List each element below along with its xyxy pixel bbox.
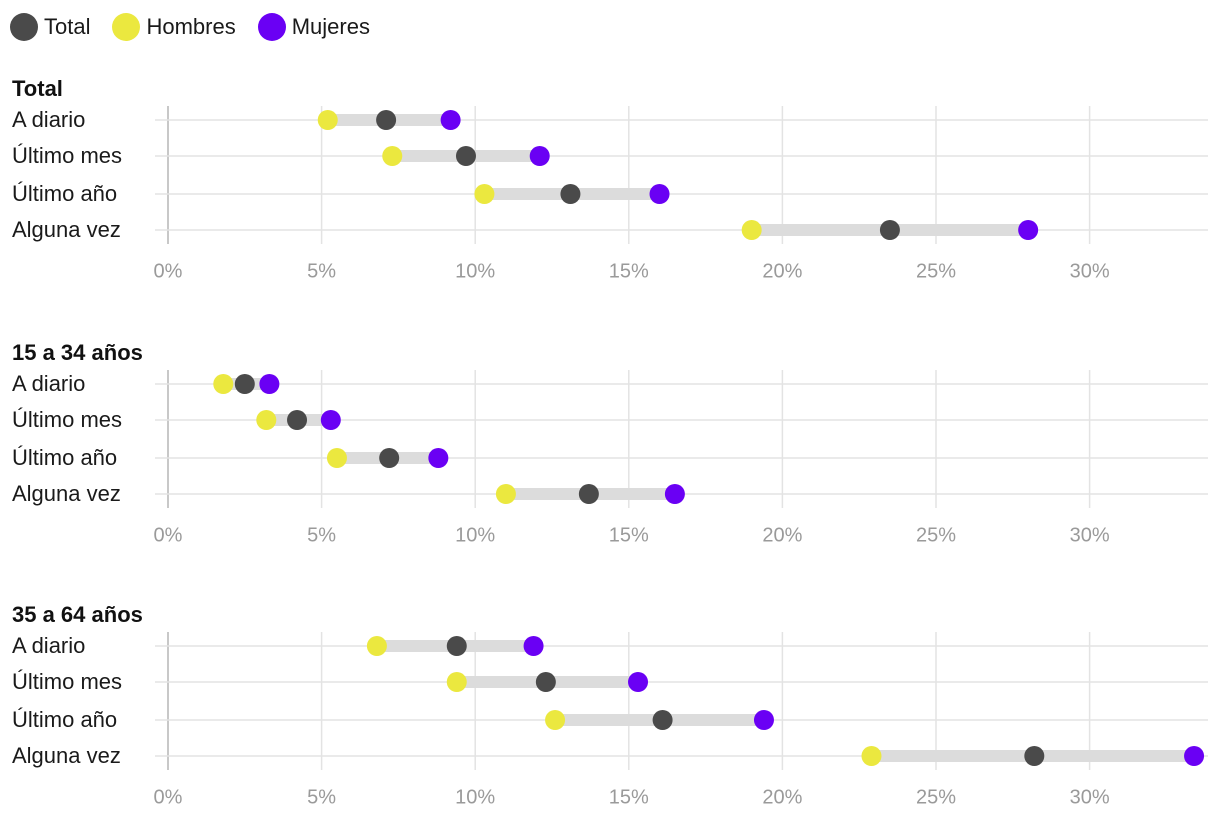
x-tick-label: 20% — [762, 260, 802, 282]
point-total — [578, 484, 599, 504]
x-tick-label: 15% — [609, 260, 649, 282]
point-total — [287, 410, 308, 430]
category-label: Último mes — [12, 407, 122, 432]
point-total — [379, 448, 400, 468]
point-hombres — [861, 746, 882, 766]
legend-swatch-mujeres — [257, 13, 286, 41]
x-tick-label: 0% — [154, 524, 183, 546]
point-mujeres — [753, 710, 774, 730]
point-mujeres — [664, 484, 685, 504]
x-tick-label: 30% — [1070, 524, 1110, 546]
category-label: Alguna vez — [12, 217, 121, 242]
point-mujeres — [523, 636, 544, 656]
x-tick-label: 30% — [1070, 786, 1110, 808]
point-hombres — [474, 184, 495, 204]
point-hombres — [256, 410, 277, 430]
point-mujeres — [320, 410, 341, 430]
x-tick-label: 0% — [154, 260, 183, 282]
legend-item-mujeres: Mujeres — [257, 13, 370, 41]
panel-title: Total — [12, 76, 63, 101]
legend-swatch-total — [10, 13, 38, 41]
category-label: Alguna vez — [12, 481, 121, 506]
point-mujeres — [649, 184, 670, 204]
point-total — [234, 374, 255, 394]
point-mujeres — [1018, 220, 1039, 240]
x-tick-label: 5% — [307, 260, 336, 282]
category-label: Último año — [12, 707, 117, 732]
point-hombres — [382, 146, 403, 166]
x-tick-label: 10% — [455, 524, 495, 546]
point-hombres — [446, 672, 467, 692]
legend-swatch-hombres — [112, 13, 141, 41]
category-label: Último mes — [12, 143, 122, 168]
point-mujeres — [259, 374, 280, 394]
x-tick-label: 20% — [762, 786, 802, 808]
chart-legend: Total Hombres Mujeres — [10, 12, 392, 42]
point-hombres — [545, 710, 566, 730]
category-label: A diario — [12, 633, 85, 658]
x-tick-label: 25% — [916, 786, 956, 808]
point-hombres — [213, 374, 234, 394]
point-total — [376, 110, 397, 130]
x-tick-label: 5% — [307, 524, 336, 546]
point-mujeres — [529, 146, 550, 166]
x-tick-label: 5% — [307, 786, 336, 808]
panel-title: 35 a 64 años — [12, 602, 143, 627]
x-tick-label: 30% — [1070, 260, 1110, 282]
point-hombres — [495, 484, 516, 504]
category-label: Alguna vez — [12, 743, 121, 768]
legend-label-hombres: Hombres — [146, 14, 236, 39]
point-total — [1024, 746, 1045, 766]
legend-label-total: Total — [44, 14, 91, 39]
point-total — [560, 184, 581, 204]
point-mujeres — [1184, 746, 1205, 766]
x-tick-label: 10% — [455, 786, 495, 808]
point-hombres — [317, 110, 338, 130]
point-mujeres — [628, 672, 649, 692]
panel-title: 15 a 34 años — [12, 340, 143, 365]
point-total — [446, 636, 467, 656]
point-hombres — [366, 636, 387, 656]
x-tick-label: 20% — [762, 524, 802, 546]
category-label: Último año — [12, 445, 117, 470]
category-label: Último año — [12, 181, 117, 206]
x-tick-label: 15% — [609, 524, 649, 546]
point-total — [455, 146, 476, 166]
x-tick-label: 10% — [455, 260, 495, 282]
x-tick-label: 25% — [916, 260, 956, 282]
point-total — [879, 220, 900, 240]
point-total — [652, 710, 673, 730]
legend-label-mujeres: Mujeres — [291, 14, 370, 39]
category-label: A diario — [12, 371, 85, 396]
point-mujeres — [440, 110, 461, 130]
category-label: A diario — [12, 107, 85, 132]
legend-item-hombres: Hombres — [112, 13, 236, 41]
point-total — [535, 672, 556, 692]
x-tick-label: 25% — [916, 524, 956, 546]
point-hombres — [326, 448, 347, 468]
x-tick-label: 15% — [609, 786, 649, 808]
point-mujeres — [428, 448, 449, 468]
point-hombres — [741, 220, 762, 240]
category-label: Último mes — [12, 669, 122, 694]
legend-item-total: Total — [10, 13, 90, 41]
x-tick-label: 0% — [154, 786, 183, 808]
